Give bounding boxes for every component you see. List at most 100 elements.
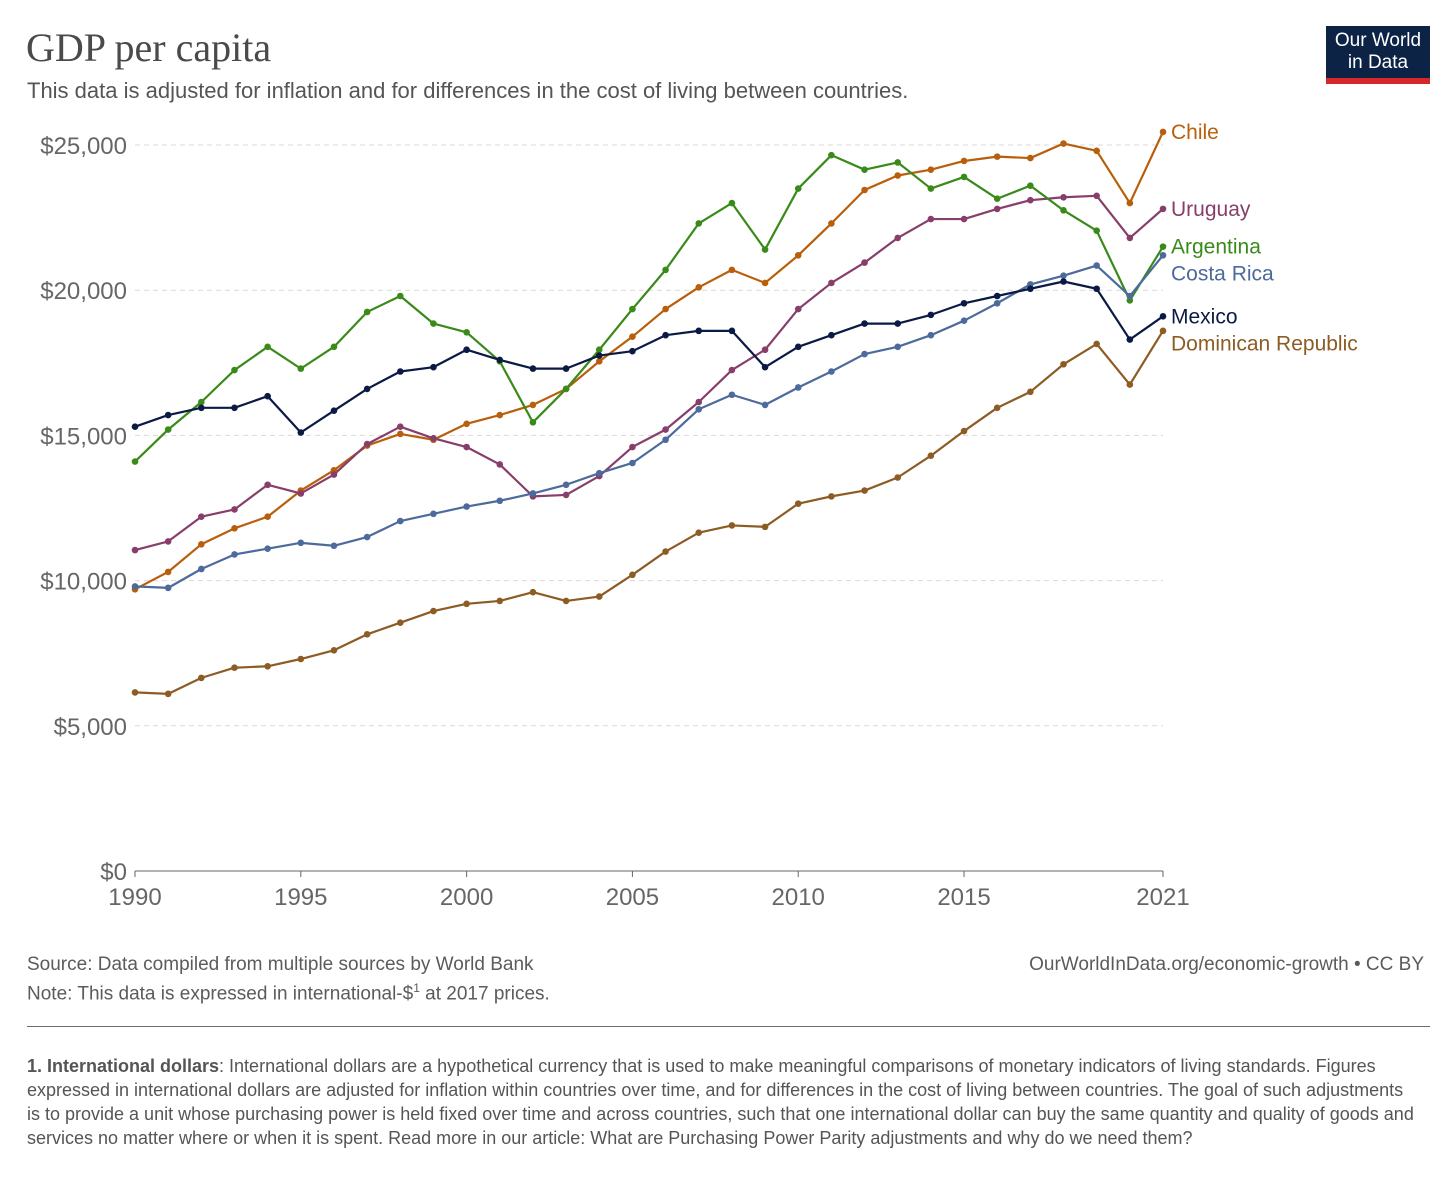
data-point [529, 419, 537, 426]
data-point [264, 545, 271, 552]
data-point [861, 186, 868, 194]
data-point [960, 215, 968, 223]
data-point [264, 343, 271, 351]
data-point [562, 365, 570, 372]
y-tick-label: $0 [100, 859, 127, 886]
data-point [629, 571, 636, 579]
data-point [1027, 196, 1034, 204]
data-point [131, 583, 139, 590]
data-point [1093, 340, 1100, 348]
data-point [1126, 234, 1134, 242]
data-point [1027, 182, 1034, 189]
data-point [728, 327, 736, 335]
data-point [496, 411, 504, 419]
data-point [794, 305, 802, 313]
data-point [695, 405, 703, 413]
chart-subtitle: This data is adjusted for inflation and … [27, 78, 909, 103]
data-point [264, 513, 271, 521]
data-point [330, 407, 338, 415]
data-point [728, 199, 736, 207]
series-label: Uruguay [1171, 198, 1251, 221]
data-point [993, 292, 1001, 300]
data-point [430, 435, 437, 442]
data-point [396, 292, 404, 300]
data-point [595, 352, 603, 359]
owid-logo[interactable]: Our World in Data [1326, 26, 1430, 84]
data-point [927, 215, 935, 223]
data-point [529, 588, 537, 596]
data-point [198, 404, 205, 412]
data-point [728, 266, 736, 274]
x-tick-label: 2010 [772, 884, 825, 911]
data-point [463, 329, 470, 336]
data-point [927, 185, 935, 192]
data-point [430, 510, 437, 518]
data-point [463, 443, 470, 451]
data-point [695, 529, 703, 536]
data-point [1126, 381, 1134, 388]
data-point [695, 398, 703, 406]
data-point [297, 365, 305, 372]
data-point [662, 266, 669, 274]
x-tick-label: 2015 [937, 884, 990, 911]
data-point [198, 513, 205, 521]
data-point [894, 172, 902, 179]
data-point [529, 401, 537, 409]
data-point [463, 600, 470, 608]
y-tick-label: $10,000 [40, 569, 127, 596]
footnote: 1. International dollars: International … [27, 1054, 1417, 1150]
data-point [1027, 388, 1034, 396]
data-point [363, 308, 371, 316]
data-point [463, 503, 470, 510]
data-point [1159, 205, 1167, 213]
footer-divider [27, 1026, 1430, 1027]
series-line [134, 194, 1164, 552]
source-url[interactable]: OurWorldInData.org/economic-growth • CC … [1029, 954, 1424, 975]
data-point [1093, 285, 1100, 293]
data-point [629, 443, 636, 451]
data-point [828, 279, 835, 287]
data-point [894, 474, 902, 481]
series-label: Costa Rica [1171, 263, 1274, 286]
data-point [330, 542, 338, 550]
series-line [134, 254, 1164, 589]
data-point [430, 607, 437, 615]
series-label: Dominican Republic [1171, 332, 1358, 355]
data-point [894, 320, 902, 327]
data-point [164, 690, 172, 698]
footnote-body: : International dollars are a hypothetic… [27, 1056, 1414, 1148]
data-point [927, 331, 935, 339]
data-point [529, 490, 537, 497]
data-point [794, 500, 802, 507]
data-point [894, 343, 902, 351]
data-point [396, 430, 404, 438]
note-footnote-marker[interactable]: 1 [413, 981, 420, 995]
data-point [728, 366, 736, 374]
data-point [662, 331, 669, 339]
data-point [761, 246, 769, 253]
data-point [562, 491, 570, 499]
data-point [761, 363, 769, 371]
data-point [198, 565, 205, 573]
data-point [629, 333, 636, 340]
data-point [231, 506, 238, 513]
data-point [728, 522, 736, 529]
data-point [894, 234, 902, 242]
data-point [761, 401, 769, 409]
data-point [1159, 327, 1167, 335]
data-point [1093, 262, 1100, 269]
data-point [595, 469, 603, 477]
data-point [231, 404, 238, 412]
data-point [1159, 243, 1167, 250]
data-point [529, 365, 537, 372]
data-point [562, 597, 570, 605]
data-point [264, 392, 271, 400]
data-point [761, 523, 769, 531]
data-point [695, 220, 703, 227]
data-point [828, 493, 835, 500]
data-point [861, 350, 868, 358]
line-chart: $0 $5,000 $10,000 $15,000 $20,000 $25,000 1990… [40, 121, 1358, 911]
logo-accent-bar [1326, 78, 1430, 84]
data-point [131, 689, 139, 696]
data-point [1159, 252, 1167, 259]
